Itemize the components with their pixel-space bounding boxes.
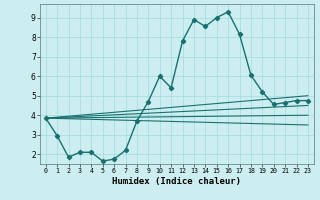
X-axis label: Humidex (Indice chaleur): Humidex (Indice chaleur) — [112, 177, 241, 186]
